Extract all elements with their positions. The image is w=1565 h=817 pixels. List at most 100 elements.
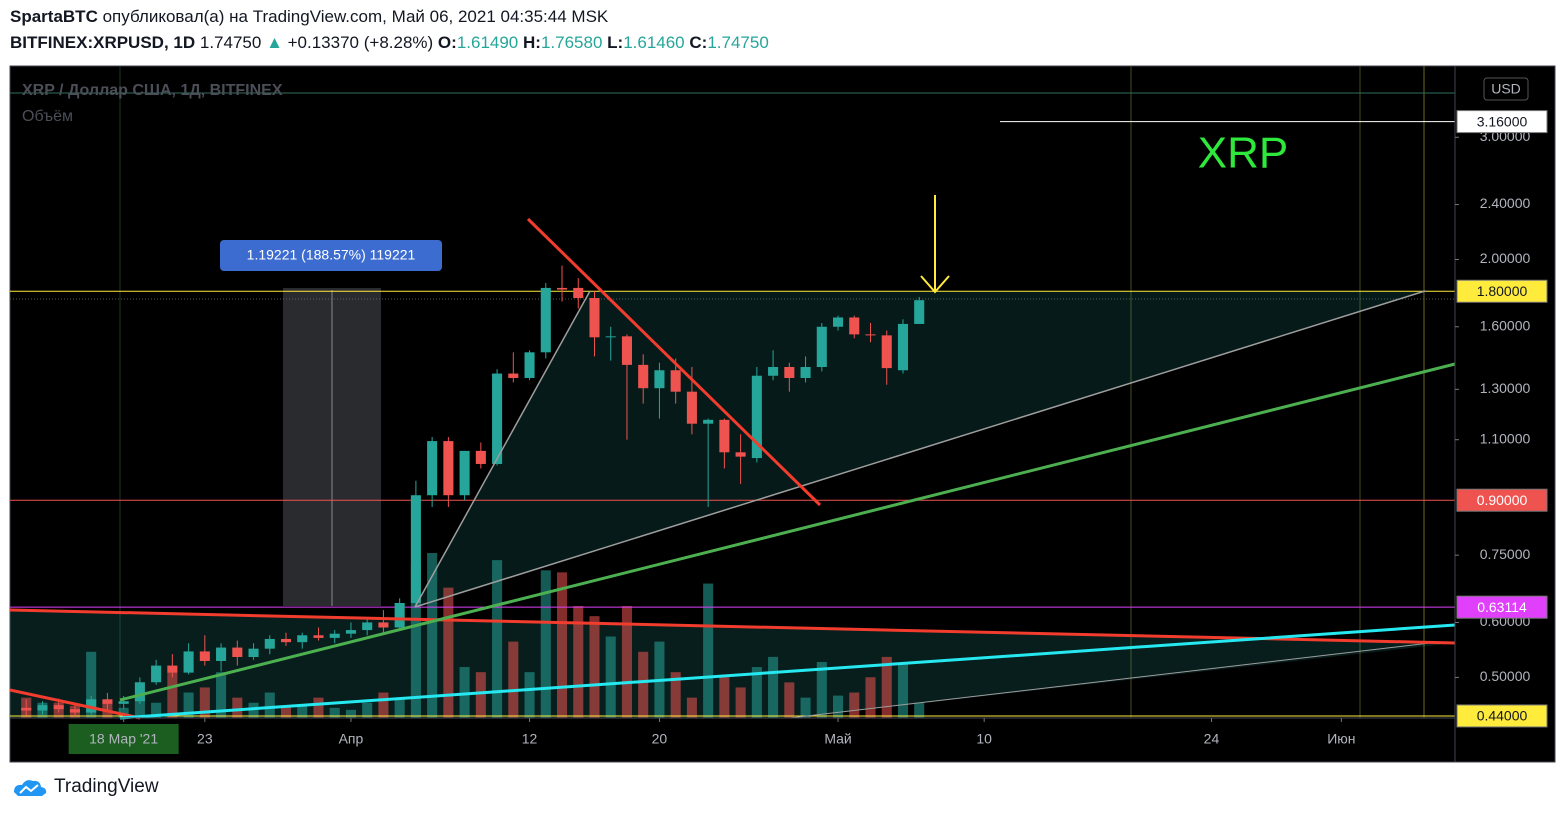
resistance-line: [9, 608, 1456, 645]
volume-bar: [216, 672, 227, 718]
volume-bar: [621, 605, 632, 718]
level-box: [1456, 704, 1548, 728]
candle-body: [865, 334, 876, 336]
volume-bar: [638, 651, 649, 718]
volume-bar: [345, 709, 356, 718]
y-tick-label: 0.75000: [1480, 546, 1531, 562]
ohlc-label: O:: [437, 33, 457, 52]
volume-bar: [556, 572, 568, 718]
candle-body: [280, 638, 292, 643]
volume-bar: [118, 707, 129, 718]
candle-body: [849, 317, 860, 335]
candle-body: [833, 317, 844, 327]
candle-body: [248, 648, 259, 658]
volume-bar: [686, 697, 697, 718]
x-tick-label: 24: [1204, 731, 1220, 747]
volume-bar: [800, 697, 811, 718]
symbol: BITFINEX:XRPUSD, 1D: [10, 33, 196, 52]
level-label: 0.63114: [1477, 599, 1527, 615]
volume-bar: [865, 677, 876, 718]
annotation: XRP: [1198, 129, 1288, 178]
publish-line: SpartaBTC опубликовал(а) на TradingView.…: [10, 7, 608, 27]
trend-line: [789, 642, 1431, 719]
volume-bar: [86, 651, 97, 718]
volume-bar: [297, 705, 308, 718]
chart: 1.19221 (188.57%) 119221 XRP / Доллар СШ…: [9, 65, 1556, 763]
candle-body: [410, 495, 421, 603]
axes: 0.500000.600000.750001.100001.300001.600…: [68, 110, 1548, 754]
candle-body: [427, 441, 438, 496]
candle-body: [443, 441, 454, 496]
change: +0.13370 (+8.28%): [287, 33, 434, 52]
candle-body: [313, 635, 324, 638]
marks: [10, 121, 1455, 718]
y-tick-label: 1.10000: [1480, 430, 1531, 446]
support-line: [119, 623, 1456, 720]
volume-bar: [735, 687, 746, 718]
candle-body: [638, 364, 649, 389]
currency-box: [1483, 77, 1529, 101]
candle-body: [670, 370, 681, 392]
volume-bar: [784, 682, 795, 718]
level-box: [1456, 488, 1548, 512]
x-tick-label: Июн: [1327, 731, 1355, 747]
level-box: [1456, 595, 1548, 619]
candle-body: [492, 373, 503, 464]
candle-body: [264, 638, 275, 649]
y-tick-label: 1.60000: [1480, 317, 1531, 333]
candle-body: [897, 323, 909, 371]
candle-body: [362, 622, 373, 631]
volume-bar: [151, 702, 162, 718]
symbol-line: BITFINEX:XRPUSD, 1D 1.74750 ▲ +0.13370 (…: [10, 33, 769, 53]
candle-body: [118, 701, 129, 704]
volume-bar: [394, 697, 405, 718]
footer: TradingView: [12, 776, 159, 798]
volume-bar: [573, 605, 584, 718]
volume-bar: [768, 656, 779, 718]
legend-title: XRP / Доллар США, 1Д, BITFINEX: [22, 82, 283, 99]
volume-bar: [816, 661, 827, 718]
volume-bar: [232, 697, 243, 718]
candle-body: [329, 633, 340, 638]
brand: TradingView: [54, 776, 159, 797]
x-tick-label: Май: [824, 731, 851, 747]
candle-body: [881, 335, 892, 369]
volume-bar: [897, 664, 909, 718]
candle-body: [621, 336, 632, 365]
level-label: 0.44000: [1477, 708, 1528, 724]
candle-body: [800, 367, 811, 378]
candle-body: [914, 300, 925, 324]
candle-body: [719, 419, 730, 453]
candle-body: [378, 622, 389, 628]
candle-body: [524, 352, 535, 378]
ohlc-value: 1.76580: [540, 33, 603, 52]
published: опубликовал(а) на TradingView.com, Май 0…: [102, 7, 609, 26]
candle-body: [151, 665, 162, 683]
candle-body: [768, 367, 779, 376]
measure-label-box: [220, 240, 442, 271]
candle-body: [751, 375, 762, 459]
volume-bar: [508, 641, 519, 718]
x-tick-label: 10: [976, 731, 992, 747]
volume-bar: [167, 672, 178, 718]
ohlc-value: 1.74750: [707, 33, 769, 52]
volume-bar: [589, 616, 600, 718]
trend-line: [414, 290, 591, 608]
ohlc-label: H:: [523, 33, 541, 52]
volume-bar: [492, 560, 503, 718]
candle-body: [654, 370, 665, 389]
volume-bar: [248, 702, 259, 718]
level-box: [1456, 110, 1548, 134]
currency: USD: [1491, 81, 1521, 97]
trend-line: [119, 362, 1456, 702]
volume-bar: [540, 570, 551, 718]
up-icon: ▲: [266, 33, 283, 52]
volume-bar: [183, 692, 194, 718]
arrow-head: [920, 275, 950, 294]
last-price: 1.74750: [199, 33, 262, 52]
candle-body: [183, 651, 194, 673]
candle-body: [589, 298, 600, 338]
candle-body: [69, 709, 80, 713]
ohlc-value: 1.61460: [623, 33, 685, 52]
